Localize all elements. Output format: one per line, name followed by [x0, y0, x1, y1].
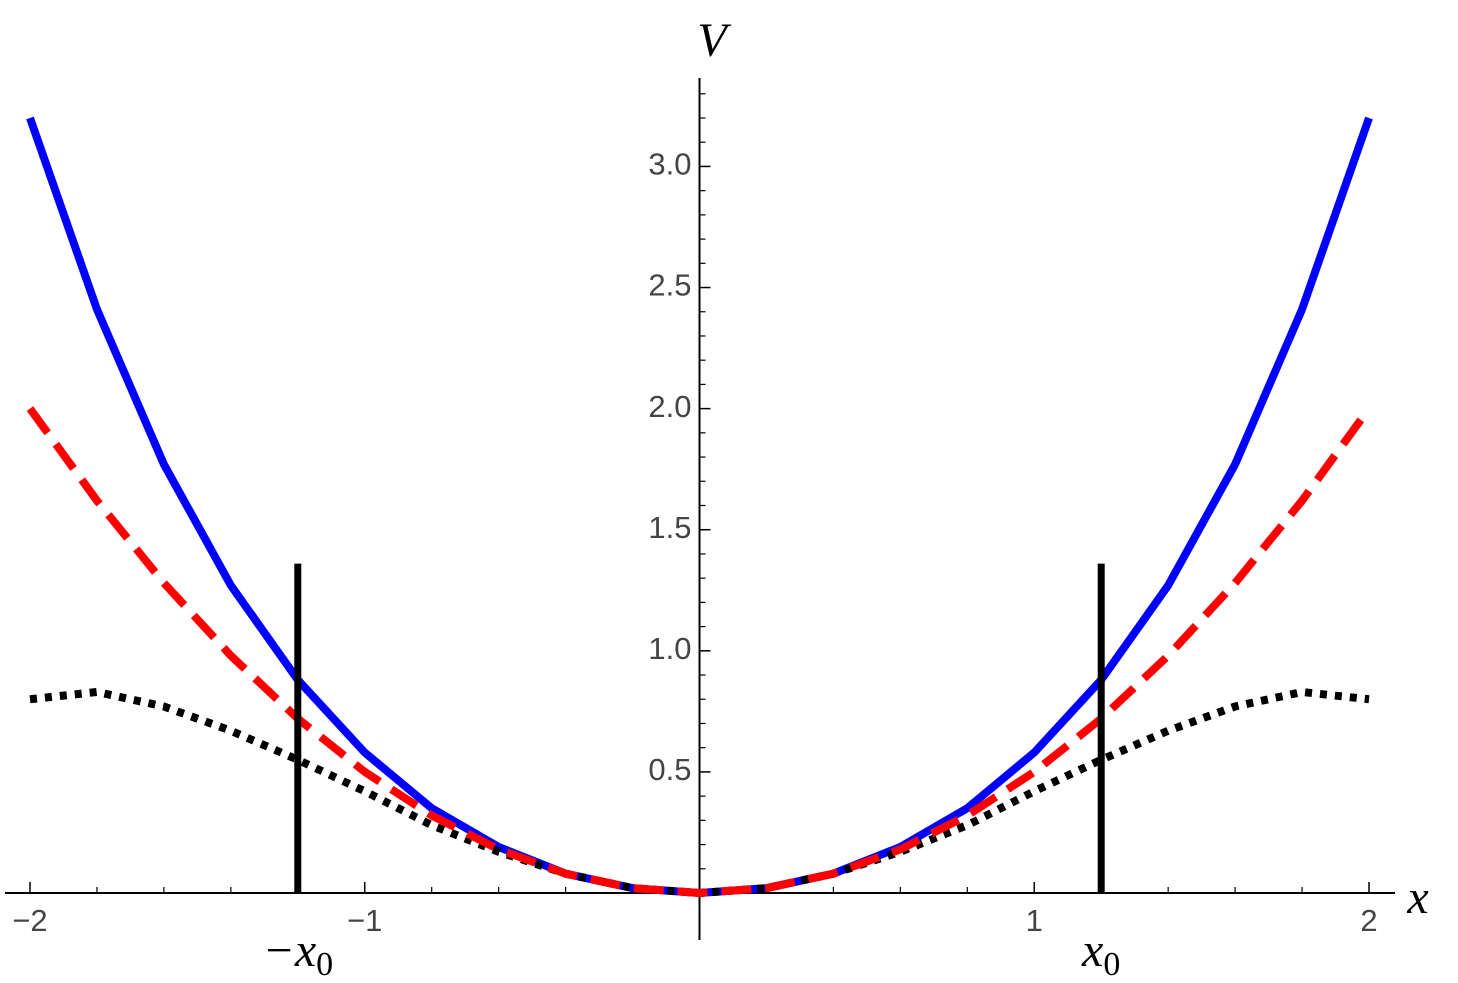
marker-label: −x0: [262, 924, 333, 983]
marker-label: x0: [1081, 924, 1120, 983]
y-tick-label: 0.5: [648, 752, 691, 787]
y-tick-label: 1.0: [648, 631, 691, 666]
series-line: [26, 406, 1373, 898]
x-tick-label: −2: [12, 903, 47, 938]
y-axis-label: V: [697, 14, 731, 67]
marker-label-main: x: [1081, 924, 1103, 977]
marker-label-main: −x: [262, 924, 316, 977]
y-tick-label: 3.0: [648, 147, 691, 182]
marker-label-sub: 0: [316, 946, 333, 983]
x-tick-label: 2: [1360, 903, 1377, 938]
y-tick-label: 2.5: [648, 268, 691, 303]
x-tick-label: 1: [1026, 903, 1043, 938]
marker-label-sub: 0: [1103, 946, 1120, 983]
y-tick-label: 1.5: [648, 510, 691, 545]
x-axis-label: x: [1406, 871, 1428, 924]
x-tick-label: −1: [347, 903, 382, 938]
y-tick-label: 2.0: [648, 389, 691, 424]
